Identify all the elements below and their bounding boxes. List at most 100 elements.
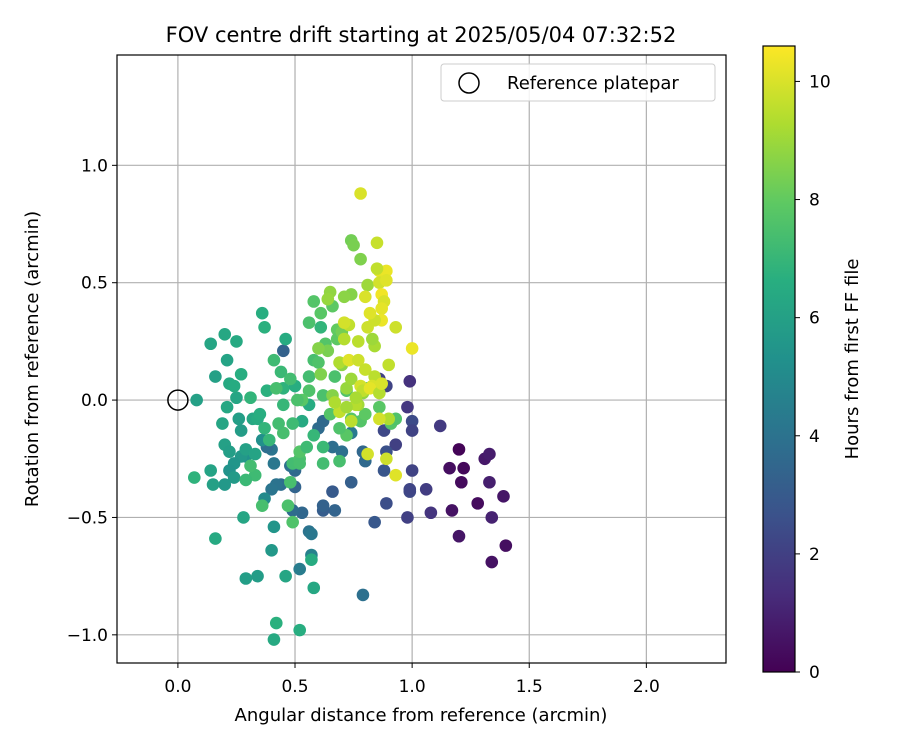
x-tick-label: 0.0 [164,677,191,697]
data-point [401,511,414,524]
colorbar-tick-label: 0 [809,663,820,683]
x-tick-label: 1.0 [399,677,426,697]
data-point [316,457,330,470]
y-tick-label: −0.5 [67,508,108,528]
data-point [274,365,288,379]
data-point [328,504,342,517]
data-point [244,391,257,405]
data-point [281,499,295,513]
y-axis-label: Rotation from reference (arcmin) [22,211,43,507]
data-point [351,335,365,348]
colorbar-label: Hours from first FF file [842,259,863,460]
plot-frame [116,54,727,664]
y-tick-label: −1.0 [67,626,108,646]
data-point [354,187,367,200]
data-point [443,461,456,475]
data-point [340,382,353,395]
chart-title: FOV centre drift starting at 2025/05/04 … [166,23,677,47]
data-point [368,515,381,529]
data-point [230,335,243,348]
x-tick-label: 0.5 [281,677,308,697]
data-point [499,539,513,552]
y-axis-ticks: −1.0 −0.5 0.0 0.5 1.0 [67,156,117,646]
data-point [218,478,232,491]
data-point [389,321,403,334]
data-point [401,400,414,414]
data-point [337,316,351,329]
colorbar-ticks: 0 2 4 6 8 10 [795,72,831,683]
data-point [305,553,318,567]
legend-label: Reference platepar [507,73,679,94]
data-point [380,274,393,287]
data-point [485,511,499,524]
data-point [267,633,281,646]
data-point [277,398,290,412]
data-point [253,407,267,421]
data-point [445,504,459,517]
data-point [382,358,396,372]
y-tick-label: 0.0 [81,391,108,411]
data-point [342,353,356,367]
data-point [314,367,328,381]
x-axis-ticks: 0.0 0.5 1.0 1.5 2.0 [164,663,660,697]
data-point [483,475,496,489]
data-point [405,424,419,437]
data-point [375,377,388,390]
data-point [361,278,374,292]
data-point [218,328,232,341]
data-point [389,438,403,451]
data-point [286,417,299,430]
data-point [389,468,403,482]
data-point [419,482,433,496]
data-point [227,379,241,393]
data-point [279,332,292,346]
y-tick-label: 0.5 [81,274,108,294]
data-point [344,372,358,386]
data-point [485,555,499,569]
data-point [291,393,304,407]
data-point [284,475,297,489]
data-point [223,445,236,459]
legend-marker [458,72,480,94]
data-point [234,424,248,437]
data-point [326,485,339,498]
data-points [187,187,513,646]
data-point [370,262,384,275]
data-point [248,447,262,461]
data-point [361,321,374,334]
data-point [307,295,321,308]
data-point [337,290,351,304]
data-point [483,447,496,461]
data-point [354,252,367,266]
data-point [279,569,292,583]
data-point [333,421,346,435]
data-point [351,353,365,367]
data-point [220,353,234,367]
data-point [366,332,379,346]
data-point [405,342,419,355]
data-point [455,475,468,489]
legend-box [440,63,716,102]
data-point [314,321,328,334]
data-point [356,588,370,602]
data-point [284,372,297,386]
data-point [312,342,325,355]
data-point [190,393,203,407]
data-point [316,389,330,402]
data-point [269,382,283,395]
data-point [433,419,447,433]
data-point [452,443,466,456]
data-point [244,459,257,473]
data-point [326,440,339,454]
data-point [373,412,386,426]
data-point [363,382,377,395]
data-point [265,544,278,557]
data-point [471,497,485,510]
data-point [452,529,466,543]
data-point [277,344,290,358]
grid-lines [117,55,726,663]
data-point [328,396,342,409]
data-point [209,370,222,383]
data-point [239,473,253,487]
